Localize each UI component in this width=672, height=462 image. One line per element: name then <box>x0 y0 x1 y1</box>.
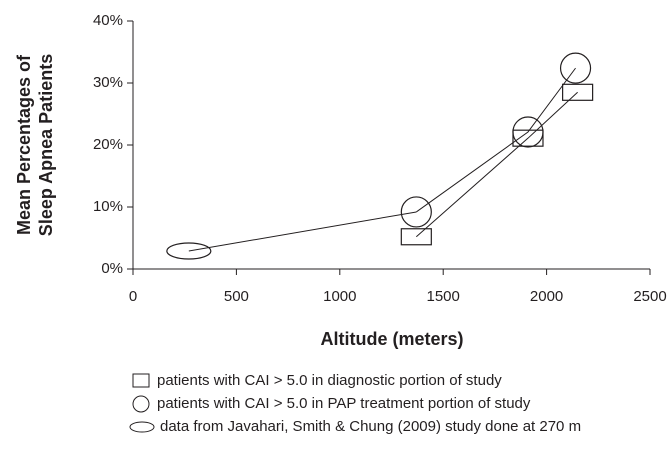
series-line <box>415 91 578 238</box>
point-circle <box>512 116 544 148</box>
x-tick-label: 1000 <box>323 288 356 305</box>
point-circle <box>559 52 592 84</box>
y-tick-label: 0% <box>101 260 123 277</box>
point-square <box>512 129 544 147</box>
x-tick-label: 0 <box>129 288 137 305</box>
point-square <box>562 83 594 101</box>
point-square <box>400 228 432 246</box>
x-axis-label: Altitude (meters) <box>320 329 463 349</box>
series-line <box>416 67 576 213</box>
y-tick-label: 30% <box>93 74 123 91</box>
y-tick-label: 10% <box>93 198 123 215</box>
legend-label: data from Javahari, Smith & Chung (2009)… <box>160 418 581 435</box>
y-tick-label: 20% <box>93 136 123 153</box>
legend-icon <box>129 421 155 433</box>
x-tick-label: 500 <box>224 288 249 305</box>
legend-label: patients with CAI > 5.0 in diagnostic po… <box>157 372 502 389</box>
legend-label: patients with CAI > 5.0 in PAP treatment… <box>157 395 531 412</box>
connector-line <box>188 211 417 252</box>
y-axis-label: Mean Percentages of <box>14 54 34 235</box>
legend-icon <box>132 395 150 413</box>
point-ellipse <box>166 242 212 260</box>
x-tick-label: 1500 <box>427 288 460 305</box>
x-tick-label: 2500 <box>633 288 666 305</box>
point-circle <box>400 196 432 228</box>
y-tick-label: 40% <box>93 12 123 29</box>
legend-icon <box>132 373 150 388</box>
x-tick-label: 2000 <box>530 288 563 305</box>
y-axis-label: Sleep Apnea Patients <box>36 54 56 236</box>
